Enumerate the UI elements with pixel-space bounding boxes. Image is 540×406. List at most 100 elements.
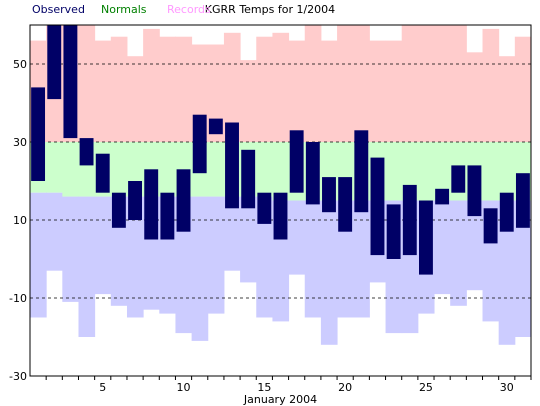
record-high-band-day-26: [434, 25, 451, 142]
record-low-band-day-13: [223, 196, 241, 271]
observed-bar-day-16: [273, 192, 288, 240]
record-low-band-day-14: [240, 196, 257, 283]
observed-bar-day-21: [354, 130, 369, 213]
observed-bar-day-10: [176, 169, 191, 232]
observed-bar-day-22: [370, 157, 385, 256]
record-high-band-day-13: [223, 32, 241, 142]
normal-band-day-3: [62, 142, 79, 197]
record-high-band-day-19: [320, 40, 338, 142]
record-low-band-day-3: [62, 196, 79, 302]
record-low-band-day-4: [78, 196, 96, 337]
record-high-band-day-27: [450, 25, 467, 142]
record-low-band-day-30: [498, 200, 516, 345]
y-tick-label--30: -30: [9, 370, 27, 383]
observed-bar-day-24: [402, 184, 417, 256]
record-low-band-day-5: [94, 196, 112, 295]
observed-bar-day-8: [144, 169, 159, 240]
record-high-band-day-15: [256, 36, 273, 143]
record-low-band-day-1: [30, 192, 47, 318]
record-low-band-day-12: [207, 196, 225, 314]
legend-normals: Normals: [101, 3, 147, 16]
record-high-band-day-25: [417, 25, 435, 142]
observed-bar-day-15: [257, 192, 272, 224]
legend-records: Records: [167, 3, 211, 16]
axis-layer: -30 -10 10 30 50 5 10 15 20 25 30: [9, 58, 532, 394]
record-high-band-day-8: [143, 28, 160, 142]
plot-frame: [29, 24, 532, 377]
record-low-band-day-15: [256, 196, 273, 318]
y-tick-label-10: 10: [13, 214, 27, 227]
record-high-band-day-23: [385, 40, 403, 142]
observed-bar-day-30: [499, 192, 514, 232]
x-axis-label: January 2004: [243, 393, 317, 406]
chart-title: KGRR Temps for 1/2004: [204, 3, 336, 16]
record-low-band-day-17: [288, 200, 306, 275]
record-high-band-day-18: [304, 25, 322, 142]
normal-band-day-26: [434, 142, 451, 201]
observed-bar-day-12: [208, 118, 223, 135]
record-high-band-day-28: [466, 52, 484, 142]
x-tick-label-5: 5: [99, 381, 106, 394]
x-tick-label-25: 25: [419, 381, 433, 394]
record-low-band-day-28: [466, 200, 484, 291]
observed-layer: [31, 25, 530, 275]
y-tick-label-50: 50: [13, 58, 27, 71]
record-high-band-day-24: [401, 25, 419, 142]
observed-bar-day-2: [47, 25, 62, 100]
x-tick-label-15: 15: [257, 381, 271, 394]
x-tick-label-20: 20: [338, 381, 352, 394]
record-high-band-day-17: [288, 40, 306, 142]
normal-band-day-9: [159, 142, 176, 197]
observed-bar-day-26: [435, 188, 450, 205]
record-low-band-day-31: [514, 200, 532, 337]
record-low-band-day-27: [450, 200, 467, 306]
record-low-band-day-26: [434, 200, 451, 295]
observed-bar-day-19: [322, 177, 336, 213]
record-high-band-day-5: [94, 40, 112, 142]
record-high-band-day-16: [272, 32, 290, 142]
record-high-band-day-4: [78, 25, 96, 142]
normal-band-day-2: [46, 142, 63, 193]
normal-band-day-12: [207, 142, 225, 197]
observed-bar-day-7: [128, 181, 142, 220]
observed-bar-day-9: [160, 192, 175, 240]
observed-bar-day-4: [79, 138, 94, 166]
record-high-band-day-30: [498, 56, 516, 143]
normal-band-day-15: [256, 142, 273, 197]
record-high-band-day-7: [126, 56, 144, 143]
record-low-band-day-2: [46, 192, 63, 271]
normal-band-day-23: [385, 142, 403, 201]
observed-bar-day-5: [95, 153, 110, 193]
legend-observed: Observed: [32, 3, 85, 16]
record-low-band-day-7: [126, 196, 144, 318]
observed-bar-day-17: [289, 130, 304, 193]
observed-bar-day-31: [515, 173, 530, 228]
observed-bar-day-6: [111, 192, 126, 228]
normal-band-day-30: [498, 142, 516, 201]
record-high-band-day-6: [110, 36, 128, 143]
record-high-band-day-22: [369, 40, 387, 142]
observed-bar-day-29: [483, 208, 498, 244]
record-low-band-day-21: [353, 200, 370, 318]
record-high-band-day-29: [482, 28, 500, 142]
observed-bar-day-14: [241, 149, 256, 209]
observed-bar-day-28: [467, 165, 482, 217]
x-tick-label-30: 30: [500, 381, 514, 394]
observed-bar-day-11: [192, 114, 207, 174]
normal-band-day-16: [272, 142, 290, 201]
normal-band-day-6: [110, 142, 128, 197]
record-low-band-day-19: [320, 200, 338, 345]
observed-bar-day-20: [338, 177, 353, 232]
y-tick-label--10: -10: [9, 292, 27, 305]
record-high-band-day-21: [353, 25, 370, 142]
observed-bar-day-27: [451, 165, 466, 193]
normal-band-day-25: [417, 142, 435, 201]
observed-bar-day-23: [386, 204, 401, 259]
record-high-band-day-14: [240, 60, 257, 142]
observed-bar-day-3: [63, 25, 78, 139]
observed-bar-day-25: [419, 200, 433, 275]
y-tick-label-30: 30: [13, 136, 27, 149]
normal-band-day-29: [482, 142, 500, 201]
record-low-band-day-18: [304, 200, 322, 318]
